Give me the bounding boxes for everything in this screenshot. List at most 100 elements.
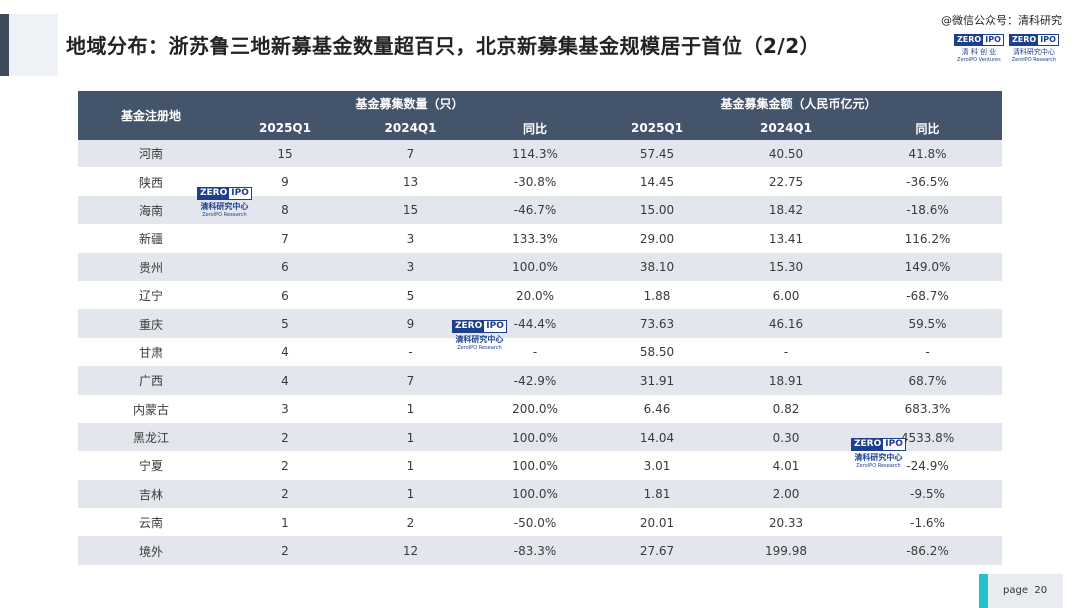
cell-count-2024: 13 [346,167,475,197]
page-number: page 20 [1003,585,1048,596]
cell-count-yoy: -50.0% [475,508,596,538]
cell-amount-yoy: -36.5% [853,167,1003,197]
cell-count-2024: 7 [346,140,475,169]
column-group-count: 基金募集数量（只） [224,91,596,116]
cell-count-2024: 9 [346,309,475,339]
cell-amount-yoy: -24.9% [853,451,1003,481]
cell-count-yoy: - [475,338,596,368]
cell-region: 河南 [78,140,224,169]
fund-region-table: 基金注册地 基金募集数量（只） 基金募集金额（人民币亿元） 2025Q1 202… [78,91,1003,566]
cell-count-2025: 6 [224,281,346,311]
cell-count-2024: 1 [346,451,475,481]
cell-count-2024: 1 [346,423,475,453]
cell-count-2024: - [346,338,475,368]
table-row: 河南 15 7 114.3% 57.45 40.50 41.8% [78,140,1003,169]
logo-badge: ZERO IPO [954,34,1004,46]
cell-count-2025: 4 [224,338,346,368]
cell-amount-2025: 6.46 [595,395,720,424]
cell-count-2025: 1 [224,508,346,538]
cell-amount-yoy: -68.7% [853,281,1003,311]
cell-amount-yoy: 4533.8% [853,423,1003,453]
cell-amount-yoy: -18.6% [853,196,1003,226]
cell-count-2025: 2 [224,536,346,566]
table-row: 辽宁 6 5 20.0% 1.88 6.00 -68.7% [78,281,1003,311]
cell-amount-yoy: -1.6% [853,508,1003,538]
cell-region: 海南 [78,196,224,226]
column-header-amount-yoy: 同比 [853,116,1003,140]
cell-amount-2024: 46.16 [719,309,854,339]
cell-count-yoy: 20.0% [475,281,596,311]
cell-count-yoy: 114.3% [475,140,596,169]
cell-amount-2025: 27.67 [595,536,720,566]
cell-amount-2025: 29.00 [595,224,720,254]
cell-region: 境外 [78,536,224,566]
cell-amount-2024: 0.82 [719,395,854,424]
cell-amount-2024: 18.91 [719,366,854,396]
cell-amount-yoy: 41.8% [853,140,1003,169]
cell-region: 贵州 [78,253,224,282]
wechat-account-label: @微信公众号：清科研究 [941,14,1062,27]
cell-count-2024: 12 [346,536,475,566]
cell-region: 辽宁 [78,281,224,311]
cell-count-yoy: -46.7% [475,196,596,226]
cell-amount-2024: 199.98 [719,536,854,566]
cell-count-yoy: 100.0% [475,451,596,481]
page-footer-box [979,574,1063,608]
cell-count-2024: 15 [346,196,475,226]
cell-amount-yoy: 683.3% [853,395,1003,424]
column-header-amount-2025: 2025Q1 [595,116,720,140]
cell-count-2025: 9 [224,167,346,197]
cell-region: 内蒙古 [78,395,224,424]
cell-count-2024: 7 [346,366,475,396]
cell-amount-2024: 20.33 [719,508,854,538]
cell-count-2025: 6 [224,253,346,282]
cell-amount-yoy: 68.7% [853,366,1003,396]
table-row: 陕西 9 13 -30.8% 14.45 22.75 -36.5% [78,167,1003,197]
cell-count-2024: 1 [346,480,475,510]
cell-amount-2025: 38.10 [595,253,720,282]
cell-amount-yoy: -9.5% [853,480,1003,510]
cell-amount-2025: 57.45 [595,140,720,169]
cell-region: 新疆 [78,224,224,254]
column-group-amount: 基金募集金额（人民币亿元） [595,91,1003,116]
cell-count-yoy: 133.3% [475,224,596,254]
cell-amount-yoy: 59.5% [853,309,1003,339]
cell-amount-2025: 14.04 [595,423,720,453]
table-row: 海南 8 15 -46.7% 15.00 18.42 -18.6% [78,196,1003,226]
cell-count-yoy: 100.0% [475,423,596,453]
table-row: 重庆 5 9 -44.4% 73.63 46.16 59.5% [78,309,1003,339]
cell-region: 宁夏 [78,451,224,481]
cell-amount-2024: - [719,338,854,368]
cell-amount-2025: 58.50 [595,338,720,368]
cell-amount-2024: 22.75 [719,167,854,197]
column-header-count-yoy: 同比 [475,116,596,140]
title-accent-bar [0,14,9,76]
cell-count-2025: 5 [224,309,346,339]
cell-amount-2025: 31.91 [595,366,720,396]
cell-count-2024: 5 [346,281,475,311]
cell-amount-2024: 18.42 [719,196,854,226]
cell-count-2024: 3 [346,224,475,254]
table-header-row: 基金注册地 基金募集数量（只） 基金募集金额（人民币亿元） [78,91,1003,140]
column-header-count-2024: 2024Q1 [346,116,475,140]
column-header-count-2025: 2025Q1 [224,116,346,140]
cell-region: 吉林 [78,480,224,510]
zeroipo-ventures-logo: ZERO IPO 清 科 创 业 ZeroIPO Ventures [954,34,1004,63]
cell-count-2024: 2 [346,508,475,538]
cell-count-yoy: -44.4% [475,309,596,339]
zeroipo-research-logo: ZERO IPO 清科研究中心 ZeroIPO Research [1009,34,1059,63]
cell-region: 重庆 [78,309,224,339]
table-row: 黑龙江 2 1 100.0% 14.04 0.30 4533.8% [78,423,1003,453]
cell-count-yoy: 100.0% [475,253,596,282]
cell-count-2025: 2 [224,480,346,510]
cell-amount-2024: 15.30 [719,253,854,282]
cell-count-2025: 2 [224,451,346,481]
cell-amount-yoy: 149.0% [853,253,1003,282]
page-footer-accent [979,574,988,608]
cell-amount-2024: 2.00 [719,480,854,510]
cell-count-yoy: -42.9% [475,366,596,396]
cell-region: 甘肃 [78,338,224,368]
cell-count-yoy: 100.0% [475,480,596,510]
cell-amount-2025: 14.45 [595,167,720,197]
table-row: 新疆 7 3 133.3% 29.00 13.41 116.2% [78,224,1003,254]
